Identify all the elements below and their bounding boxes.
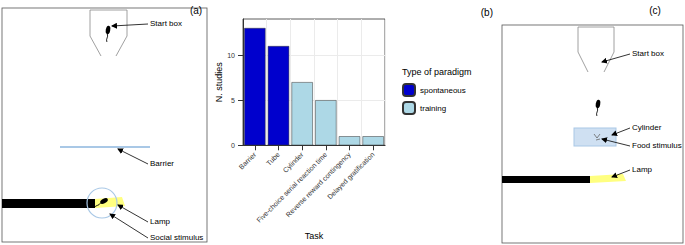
svg-text:Cylinder: Cylinder <box>632 123 662 132</box>
svg-text:spontaneous: spontaneous <box>420 86 466 95</box>
svg-text:Barrier: Barrier <box>238 150 258 170</box>
svg-text:Lamp: Lamp <box>632 165 653 174</box>
svg-text:Tube: Tube <box>265 151 281 167</box>
svg-text:Lamp: Lamp <box>150 217 171 226</box>
svg-text:Delayed gratification: Delayed gratification <box>326 151 376 201</box>
svg-text:(b): (b) <box>481 7 493 18</box>
svg-text:(a): (a) <box>190 5 202 16</box>
svg-text:5: 5 <box>231 97 235 104</box>
svg-text:training: training <box>420 104 446 113</box>
svg-text:Start box: Start box <box>632 49 664 58</box>
svg-text:10: 10 <box>227 52 235 59</box>
svg-text:Food stimulus: Food stimulus <box>632 141 682 150</box>
svg-text:Start box: Start box <box>150 19 182 28</box>
svg-text:Barrier: Barrier <box>150 159 174 168</box>
svg-text:0: 0 <box>231 142 235 149</box>
svg-text:Social stimulus: Social stimulus <box>150 233 203 242</box>
svg-text:N. studies: N. studies <box>214 62 224 103</box>
svg-text:Five-choice serial reaction ti: Five-choice serial reaction time <box>255 150 329 224</box>
svg-text:(c): (c) <box>649 5 661 16</box>
svg-text:Type of paradigm: Type of paradigm <box>402 67 472 77</box>
svg-text:Reverse reward contingency: Reverse reward contingency <box>284 150 352 219</box>
svg-text:Task: Task <box>305 231 324 241</box>
svg-text:Cylinder: Cylinder <box>281 150 305 174</box>
